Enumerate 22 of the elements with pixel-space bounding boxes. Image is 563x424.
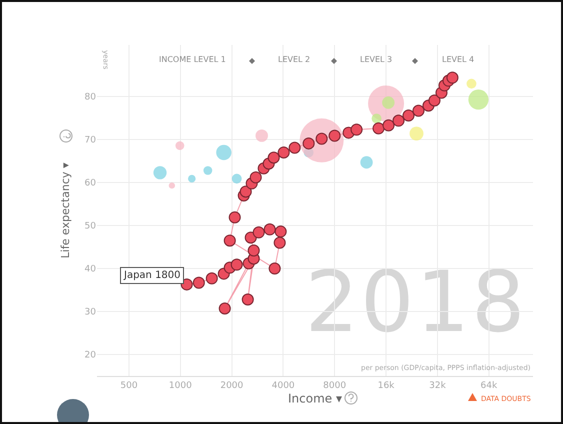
x-tick-label: 16k [378,380,396,391]
y-tick-label: 20 [84,350,96,361]
x-tick-label: 4000 [272,380,295,391]
x-axis-title: Income ▾ [288,392,342,406]
x-tick-label: 1000 [168,380,192,391]
y-tick-label: 70 [84,136,96,146]
y-axis-title: Life expectancy ▾ [59,162,72,258]
x-tick-label: 32k [429,380,447,391]
y-tick-label: 80 [84,92,96,103]
annotation: LEVEL 2 [278,55,310,64]
y-tick-label: 50 [84,222,96,232]
y-tick-label: 60 [84,178,96,189]
annotation: INCOME LEVEL 1 [159,55,226,64]
x-tick-label: 64k [480,380,498,391]
x-tick-label: 8000 [323,380,346,391]
annotation: Japan 1800 [123,270,181,281]
y-tick-label: 30 [84,308,96,318]
y-tick-label: 40 [84,264,96,275]
annotation: LEVEL 4 [442,55,474,64]
x-tick-label: 2000 [220,380,244,391]
annotation: LEVEL 3 [360,55,392,64]
x-tick-label: 500 [120,380,138,391]
